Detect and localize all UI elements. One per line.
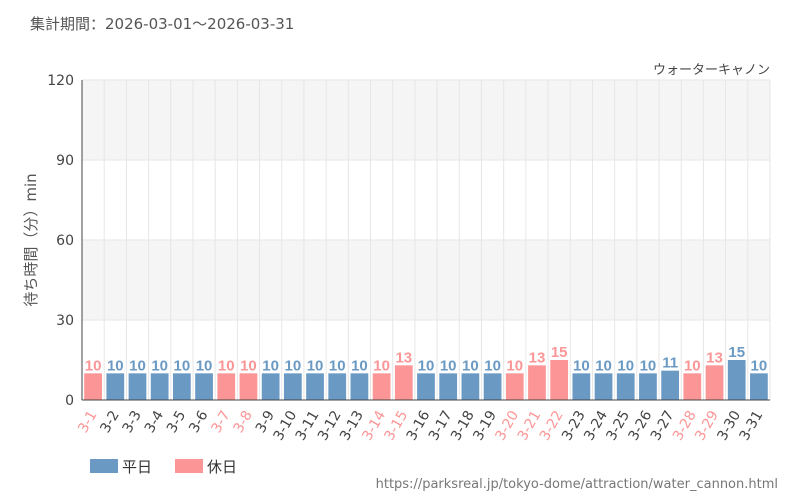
legend: 平日 休日 xyxy=(90,458,237,476)
bar-value-label: 10 xyxy=(284,357,301,374)
bar xyxy=(616,373,635,400)
bar xyxy=(394,365,413,400)
bar xyxy=(372,373,391,400)
bar xyxy=(128,373,147,400)
y-axis-label: 待ち時間（分）min xyxy=(22,173,40,306)
bar-value-label: 10 xyxy=(218,357,235,374)
bar xyxy=(461,373,480,400)
bar xyxy=(727,360,746,400)
bar xyxy=(683,373,702,400)
bar-value-label: 10 xyxy=(151,357,168,374)
bar xyxy=(439,373,458,400)
y-tick-labels: 0 30 60 90 120 xyxy=(47,73,74,409)
axes xyxy=(81,80,770,401)
bar-value-label: 10 xyxy=(307,357,324,374)
bar xyxy=(283,373,302,400)
bar-value-label: 10 xyxy=(573,357,590,374)
bar xyxy=(639,373,657,400)
bar xyxy=(328,373,347,400)
bar-value-label: 10 xyxy=(506,357,523,374)
bar xyxy=(483,373,502,400)
bar-value-label: 11 xyxy=(662,355,678,372)
bar xyxy=(417,373,435,400)
bar xyxy=(306,373,324,400)
bar-series xyxy=(84,360,768,400)
bar-value-label: 10 xyxy=(484,357,501,374)
bar-value-label: 10 xyxy=(617,357,634,374)
bar xyxy=(172,373,191,400)
bar-value-label: 10 xyxy=(418,357,435,374)
bar-value-label: 10 xyxy=(174,357,191,374)
bar-value-label: 10 xyxy=(351,357,368,374)
plot-background xyxy=(82,80,770,400)
y-tick-label: 90 xyxy=(56,153,74,169)
plot-band xyxy=(82,160,770,240)
bar-value-label: 10 xyxy=(196,357,213,374)
bar xyxy=(84,373,102,400)
bar-value-label: 10 xyxy=(595,357,612,374)
x-tick-label: 3-2 xyxy=(97,408,122,436)
bar-value-label: 10 xyxy=(262,357,279,374)
bar xyxy=(528,365,546,400)
x-tick-label: 3-8 xyxy=(231,408,256,436)
bar-value-label: 13 xyxy=(395,349,412,366)
bar xyxy=(261,373,280,400)
bar xyxy=(350,373,369,400)
bar xyxy=(550,360,569,400)
plot-band xyxy=(82,80,770,160)
bar-value-label: 10 xyxy=(751,357,768,374)
bar-value-label: 10 xyxy=(329,357,346,374)
x-tick-label: 3-6 xyxy=(186,408,211,436)
y-tick-label: 120 xyxy=(47,73,74,89)
chart-title: ウォーターキャノン xyxy=(653,63,770,78)
bar xyxy=(661,370,680,400)
bar-data-labels: 10 10 10 10 10 10 10 10 10 10 10 10 10 10 13 10 10 10 10 10… xyxy=(85,344,767,374)
bar xyxy=(705,365,724,400)
x-tick-label: 3-7 xyxy=(208,408,233,436)
bar-value-label: 10 xyxy=(640,357,657,374)
bar-value-label: 10 xyxy=(85,357,102,374)
bar-value-label: 13 xyxy=(529,349,546,366)
legend-weekday-label: 平日 xyxy=(122,458,152,476)
bar-value-label: 10 xyxy=(107,357,124,374)
bar-value-label: 10 xyxy=(129,357,146,374)
period-label: 集計期間：2026-03-01～2026-03-31 xyxy=(30,15,294,33)
legend-holiday-label: 休日 xyxy=(207,458,237,476)
plot-band xyxy=(82,240,770,320)
legend-weekday-swatch xyxy=(90,459,118,473)
y-tick-label: 60 xyxy=(56,233,74,249)
y-tick-label: 30 xyxy=(56,313,74,329)
bar-value-label: 10 xyxy=(462,357,479,374)
bar-value-label: 15 xyxy=(728,344,745,361)
bar xyxy=(217,373,236,400)
legend-holiday-swatch xyxy=(175,459,203,473)
x-tick-label: 3-3 xyxy=(120,408,145,436)
bar-value-label: 10 xyxy=(684,357,701,374)
bar xyxy=(594,373,613,400)
x-tick-label: 3-5 xyxy=(164,408,189,436)
x-tick-label: 3-31 xyxy=(737,408,767,444)
bar-value-label: 10 xyxy=(373,357,390,374)
bar-value-label: 10 xyxy=(240,357,257,374)
bar xyxy=(195,373,213,400)
x-tick-label: 3-4 xyxy=(142,408,167,436)
bar xyxy=(750,373,768,400)
bar xyxy=(106,373,125,400)
bar-value-label: 13 xyxy=(706,349,723,366)
y-tick-label: 0 xyxy=(65,393,74,409)
bar xyxy=(150,373,169,400)
bar-value-label: 10 xyxy=(440,357,457,374)
bar xyxy=(505,373,524,400)
source-url: https://parksreal.jp/tokyo-dome/attracti… xyxy=(376,477,778,492)
x-tick-label: 3-1 xyxy=(75,408,100,436)
x-tick-labels: 3-13-23-33-43-53-63-73-83-93-103-113-123… xyxy=(75,408,766,444)
bar xyxy=(239,373,258,400)
bar-value-label: 15 xyxy=(551,344,568,361)
bar xyxy=(572,373,591,400)
